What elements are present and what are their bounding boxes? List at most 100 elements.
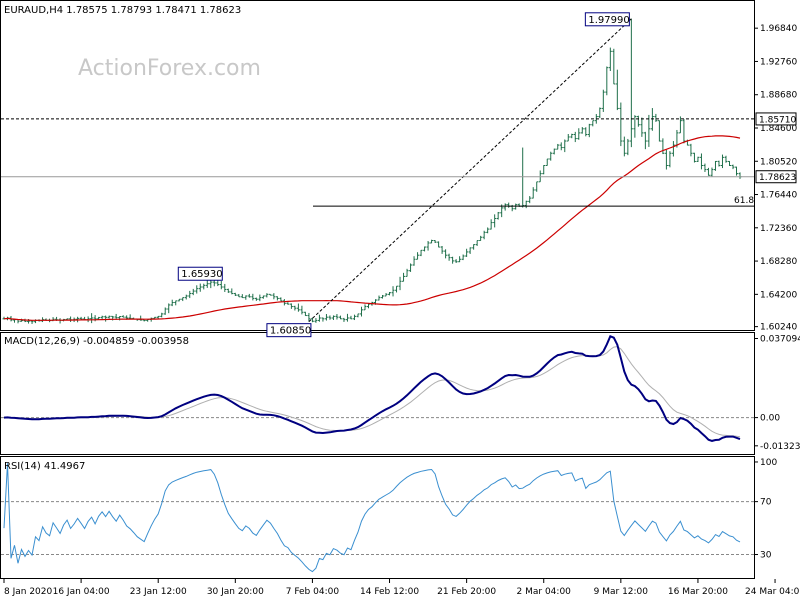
price-bar [503,203,507,211]
price-bar [226,288,230,293]
price-bar [160,312,164,318]
rsi-title: RSI(14) 41.4967 [4,461,85,472]
price-bar [584,127,588,137]
moving-average-line [3,135,741,321]
trend-line [308,18,632,323]
price-bar [661,138,665,155]
price-annotation-label: 1.97990 [588,15,629,26]
price-bar [41,317,45,323]
price-bar [601,89,605,112]
price-bar [461,254,465,261]
price-bar [184,294,188,300]
price-bar [570,133,574,139]
x-tick-label: 14 Feb 12:00 [360,587,419,597]
price-tick-label: 1.84600 [760,124,797,134]
fib-label: 61.8 [734,196,754,206]
price-bar [706,167,710,176]
price-bar [230,288,234,295]
x-tick-label: 24 Mar 04:00 [745,587,800,597]
price-bar [598,107,602,119]
price-bar [153,316,157,319]
price-bar [335,314,339,320]
price-annotation-label: 1.60850 [270,326,311,337]
price-bar [338,315,342,320]
price-bar [643,131,647,150]
price-bar [577,128,581,140]
price-bar [359,306,363,317]
price-bar [142,319,146,322]
price-bar [307,312,311,322]
macd-line [3,335,741,442]
price-annotation-box [266,323,312,338]
macd-signal-line [4,346,741,438]
price-bar [286,302,290,305]
x-tick-label: 16 Jan 04:00 [53,587,110,597]
price-bar [678,116,682,134]
price-bar [528,196,532,204]
price-bar [419,249,423,257]
price-bar [647,114,651,147]
price-bar [363,304,367,311]
rsi-tick-label: 70 [760,498,772,508]
price-bar [405,268,409,277]
price-bar [366,303,370,309]
price-bar [244,295,248,300]
price-bar [289,303,293,309]
price-bar [395,285,399,293]
price-bar [699,153,703,170]
macd-tick-label: 0.00 [760,414,780,424]
rsi-pane [1,463,754,573]
price-bar [86,316,90,323]
price-bar [482,230,486,240]
axis-price-box-label: 1.78623 [759,173,796,183]
price-bar [303,311,307,317]
price-bar [549,151,553,161]
price-bar [412,256,416,266]
price-bar [626,138,630,156]
price-bar [107,315,111,319]
price-bar [416,252,420,260]
price-bar [710,167,714,177]
price-bar [717,160,721,167]
price-bar [738,172,742,179]
axis-price-box [755,112,797,126]
price-bar [293,305,297,311]
price-bar [342,317,346,322]
price-bar [552,148,556,155]
price-pane-frame [0,0,755,331]
price-bar [556,143,560,150]
price-bar [191,288,195,296]
price-bar [531,187,535,199]
price-pane: 61.8 1.97990 1.65930 1.60850 [1,12,754,338]
price-bar [212,280,216,287]
price-tick-label: 1.92760 [760,57,797,67]
price-bar [202,283,206,290]
price-bar [521,147,525,208]
price-bar [430,239,434,244]
price-bar [345,313,349,322]
price-bar [352,314,356,321]
price-bar [542,165,546,175]
price-bar [195,285,199,294]
price-bar [388,292,392,296]
price-bar [310,317,314,323]
price-bar [535,181,539,192]
price-bar [622,136,626,157]
macd-pane [1,335,754,442]
macd-pane-frame [0,332,755,455]
price-bar [58,318,62,324]
price-bar [65,318,69,320]
price-bar [170,299,174,307]
macd-tick-label: 0.037094 [760,334,800,344]
price-bar [402,272,406,282]
price-bar [317,314,321,322]
price-tick-label: 1.88680 [760,91,797,101]
price-bar [720,154,724,169]
price-bar [629,18,633,148]
price-bar [423,246,427,252]
price-bar [314,318,318,323]
price-bar [251,293,255,301]
price-bar [608,47,612,71]
price-bar [619,102,623,147]
